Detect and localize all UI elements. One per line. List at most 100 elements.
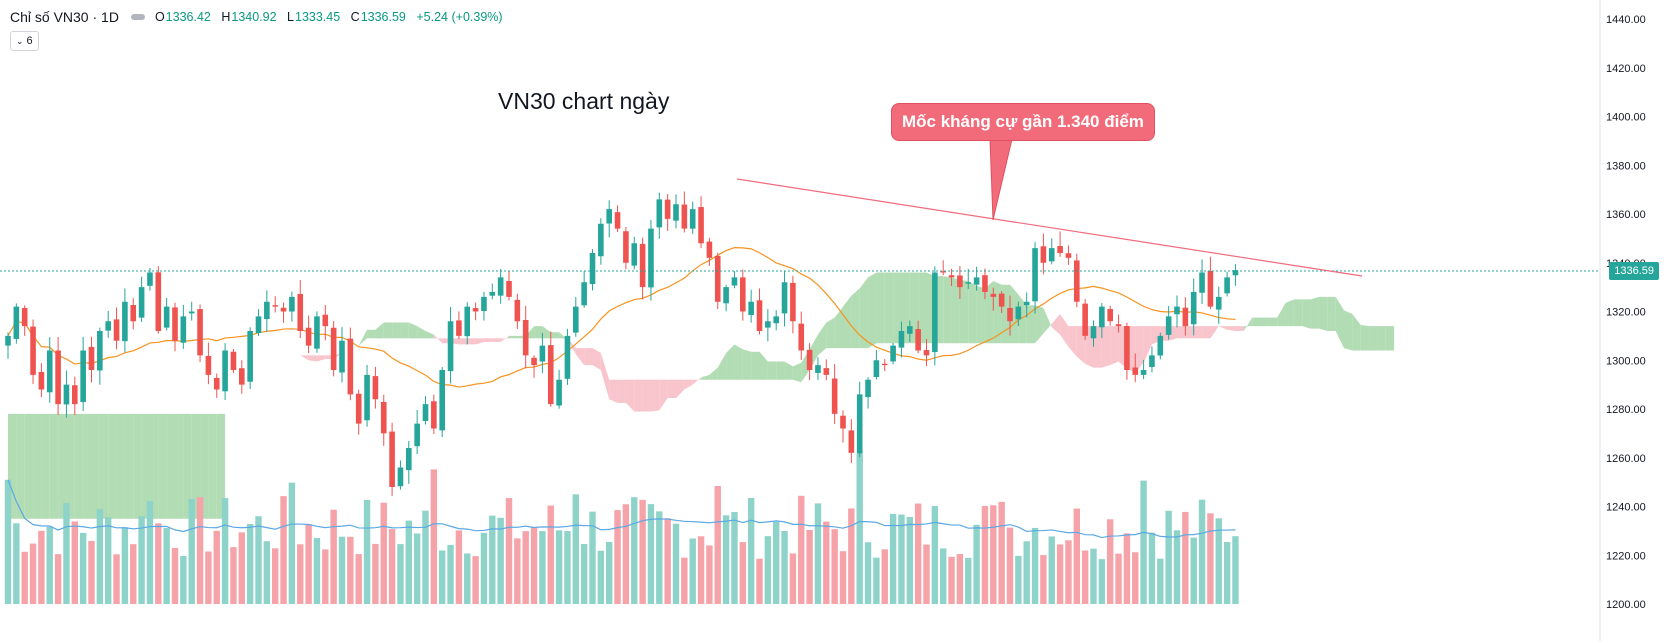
candle-body [447, 321, 454, 372]
volume-bar [347, 536, 354, 604]
volume-bar [923, 544, 930, 604]
cloud-segment [1068, 326, 1077, 357]
volume-bar [480, 532, 488, 604]
cloud-segment [483, 338, 493, 342]
volume-bar [1215, 518, 1222, 604]
candle-body [414, 423, 420, 447]
volume-bar [21, 551, 28, 604]
volume-bar [656, 511, 663, 604]
volume-bar [580, 544, 588, 604]
cloud-segment [500, 335, 509, 342]
volume-bar [372, 543, 379, 604]
cloud-segment [133, 413, 142, 519]
cloud-segment [191, 413, 201, 519]
cloud-segment [976, 285, 985, 344]
cloud-segment [1026, 305, 1036, 344]
candle-body [673, 204, 679, 221]
candle-body [547, 345, 554, 405]
candle-body [322, 314, 329, 327]
volume-bar [464, 553, 471, 604]
cloud-segment [433, 334, 443, 344]
cloud-segment [968, 281, 977, 344]
candle-body [72, 385, 78, 405]
visibility-toggle-icon[interactable] [130, 14, 145, 20]
candle-body [723, 287, 729, 304]
volume-bar [798, 495, 805, 604]
candle-body [1032, 248, 1038, 302]
volume-bar [589, 511, 596, 604]
candle-body [831, 378, 838, 414]
candle-body [773, 316, 779, 324]
volume-bar [88, 540, 95, 604]
volume-bar [539, 531, 546, 604]
cloud-segment [1268, 317, 1278, 327]
candle-body [731, 277, 738, 286]
volume-bar [990, 505, 997, 604]
volume-bar [1015, 555, 1022, 604]
candle-body [130, 305, 137, 322]
cloud-segment [108, 413, 117, 519]
cloud-segment [58, 413, 67, 519]
candle-body [138, 287, 145, 318]
volume-bar [864, 542, 872, 604]
candle-body [815, 365, 821, 373]
cloud-segment [308, 355, 317, 362]
volume-bar [639, 499, 646, 604]
volume-bar [664, 518, 671, 604]
volume-bar [13, 523, 20, 604]
y-tick-label: 1200.00 [1606, 599, 1646, 611]
volume-bar [1223, 542, 1231, 604]
volume-bar [697, 536, 705, 604]
volume-bar [1140, 480, 1147, 604]
cloud-segment [1252, 317, 1261, 327]
indicators-collapse-button[interactable]: ⌄ 6 [10, 31, 39, 51]
candle-body [1065, 253, 1072, 258]
candle-body [372, 376, 379, 400]
candle-body [648, 228, 654, 288]
volume-bar [1165, 510, 1172, 604]
last-price-tag: 1336.59 [1609, 262, 1659, 281]
cloud-segment [1369, 326, 1378, 351]
volume-bar [1090, 548, 1097, 604]
cloud-segment [316, 355, 326, 362]
candle-body [213, 377, 220, 390]
candle-body [1182, 307, 1189, 327]
resistance-callout[interactable]: Mốc kháng cự gần 1.340 điểm [891, 103, 1155, 141]
volume-bar [263, 541, 271, 604]
volume-bar [1040, 555, 1047, 604]
candle-body [88, 346, 95, 370]
candle-body [573, 306, 579, 333]
candle-body [1048, 248, 1055, 262]
cloud-segment [1193, 326, 1203, 339]
candle-body [1107, 308, 1113, 322]
high-value: 1340.92 [231, 10, 277, 24]
cloud-segment [692, 377, 702, 385]
candle-body [664, 199, 671, 219]
cloud-segment [1010, 284, 1019, 344]
volume-bar [196, 497, 204, 604]
volume-bar [514, 538, 521, 604]
cloud-segment [200, 413, 209, 519]
cloud-segment [784, 361, 793, 380]
cloud-segment [492, 338, 501, 342]
candle-body [564, 335, 571, 379]
volume-bar [430, 469, 438, 604]
candle-body [497, 277, 504, 296]
chart-annotation-title[interactable]: VN30 chart ngày [498, 88, 670, 114]
volume-bar [472, 556, 479, 604]
cloud-segment [1302, 299, 1311, 329]
candle-body [606, 209, 612, 224]
cloud-segment [742, 349, 752, 380]
candle-body [355, 393, 362, 424]
cloud-segment [1185, 326, 1194, 339]
volume-bar [956, 553, 964, 604]
candle-body [80, 350, 86, 403]
cloud-segment [91, 413, 100, 519]
volume-bar [555, 530, 563, 604]
cloud-segment [124, 413, 134, 519]
volume-bar [873, 557, 880, 604]
symbol-title[interactable]: Chỉ số VN30 · 1D [10, 9, 119, 25]
candle-body [172, 307, 178, 341]
price-ma-line [7, 247, 1236, 388]
